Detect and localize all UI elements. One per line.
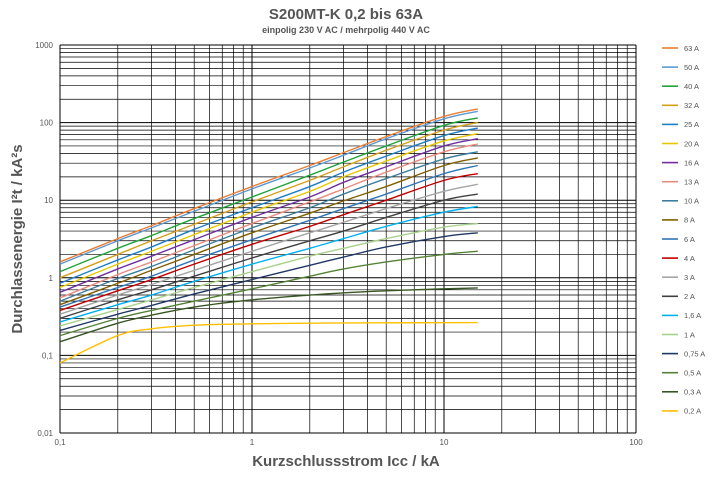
series-line-32-a	[59, 121, 478, 279]
series-line-25-a	[59, 127, 478, 284]
x-tick-label: 100	[629, 438, 643, 447]
series-line-13-a	[59, 143, 478, 299]
series-line-0-3-a	[59, 287, 478, 343]
series-line-0-2-a	[59, 321, 478, 364]
series-line-63-a	[59, 108, 478, 263]
series-lines	[59, 108, 478, 364]
legend-item: 63 A	[662, 44, 699, 53]
x-axis-label: Kurzschlussstrom Icc / kA	[252, 453, 440, 470]
legend-item: 4 A	[662, 254, 695, 263]
y-tick-label: 1	[49, 274, 54, 283]
legend-label: 63 A	[684, 44, 699, 53]
y-tick-label: 0,1	[42, 351, 54, 360]
legend-item: 0,3 A	[662, 388, 701, 397]
legend-label: 0,2 A	[684, 407, 701, 416]
legend-item: 0,75 A	[662, 349, 705, 358]
legend-label: 50 A	[684, 63, 699, 72]
series-line-1-6-a	[59, 205, 478, 323]
legend-label: 32 A	[684, 101, 699, 110]
series-line-1-a	[59, 222, 478, 327]
legend-item: 50 A	[662, 63, 699, 72]
legend-label: 0,5 A	[684, 369, 701, 378]
chart-subtitle: einpolig 230 V AC / mehrpolig 440 V AC	[262, 25, 430, 35]
series-line-2-a	[59, 193, 478, 320]
legend-label: 0,3 A	[684, 388, 701, 397]
legend-item: 1 A	[662, 330, 695, 339]
y-tick-label: 100	[40, 119, 54, 128]
y-axis-label: Durchlassenergie I²t / kA²s	[9, 144, 26, 333]
y-tick-label: 0,01	[37, 429, 53, 438]
y-tick-label: 1000	[35, 41, 53, 50]
legend-item: 8 A	[662, 216, 695, 225]
grid	[59, 44, 637, 434]
legend-label: 6 A	[684, 235, 695, 244]
legend-item: 0,2 A	[662, 407, 701, 416]
x-tick-label: 1	[250, 438, 255, 447]
chart-title: S200MT-K 0,2 bis 63A	[269, 6, 423, 23]
legend-label: 2 A	[684, 292, 695, 301]
x-tick-label: 10	[440, 438, 449, 447]
legend-item: 0,5 A	[662, 369, 701, 378]
legend-item: 6 A	[662, 235, 695, 244]
legend-label: 40 A	[684, 82, 699, 91]
legend-label: 1 A	[684, 330, 695, 339]
legend-item: 20 A	[662, 139, 699, 148]
legend-item: 40 A	[662, 82, 699, 91]
series-line-0-75-a	[59, 232, 478, 332]
series-line-10-a	[59, 151, 478, 302]
legend-label: 4 A	[684, 254, 695, 263]
legend-label: 0,75 A	[684, 349, 705, 358]
x-tick-label: 0,1	[54, 438, 66, 447]
series-line-8-a	[59, 157, 478, 306]
legend-item: 2 A	[662, 292, 695, 301]
legend-item: 3 A	[662, 273, 695, 282]
legend-label: 1,6 A	[684, 311, 701, 320]
y-tick-label: 10	[44, 196, 53, 205]
series-line-40-a	[59, 117, 478, 273]
series-line-3-a	[59, 183, 478, 315]
legend-item: 25 A	[662, 120, 699, 129]
legend-label: 16 A	[684, 158, 699, 167]
legend-label: 10 A	[684, 197, 699, 206]
legend-item: 16 A	[662, 158, 699, 167]
legend-label: 13 A	[684, 178, 699, 187]
series-line-20-a	[59, 132, 478, 289]
legend-item: 1,6 A	[662, 311, 701, 320]
legend-label: 25 A	[684, 120, 699, 129]
legend: 63 A 50 A 40 A 32 A 25 A 20 A 16 A 13 A 10 A 8 A 6…	[662, 44, 705, 416]
legend-label: 8 A	[684, 216, 695, 225]
series-line-16-a	[59, 138, 478, 293]
legend-item: 32 A	[662, 101, 699, 110]
series-line-6-a	[59, 164, 478, 308]
series-line-0-5-a	[59, 250, 478, 337]
legend-label: 3 A	[684, 273, 695, 282]
series-line-4-a	[59, 172, 478, 312]
legend-item: 13 A	[662, 178, 699, 187]
legend-label: 20 A	[684, 139, 699, 148]
series-line-50-a	[59, 110, 478, 265]
legend-item: 10 A	[662, 197, 699, 206]
